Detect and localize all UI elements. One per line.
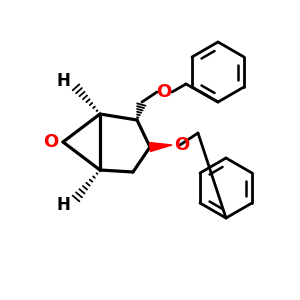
Text: H: H — [56, 196, 70, 214]
Text: O: O — [174, 136, 190, 154]
Text: H: H — [56, 72, 70, 90]
Text: O: O — [44, 133, 59, 151]
Text: O: O — [156, 83, 172, 101]
Polygon shape — [150, 142, 172, 152]
